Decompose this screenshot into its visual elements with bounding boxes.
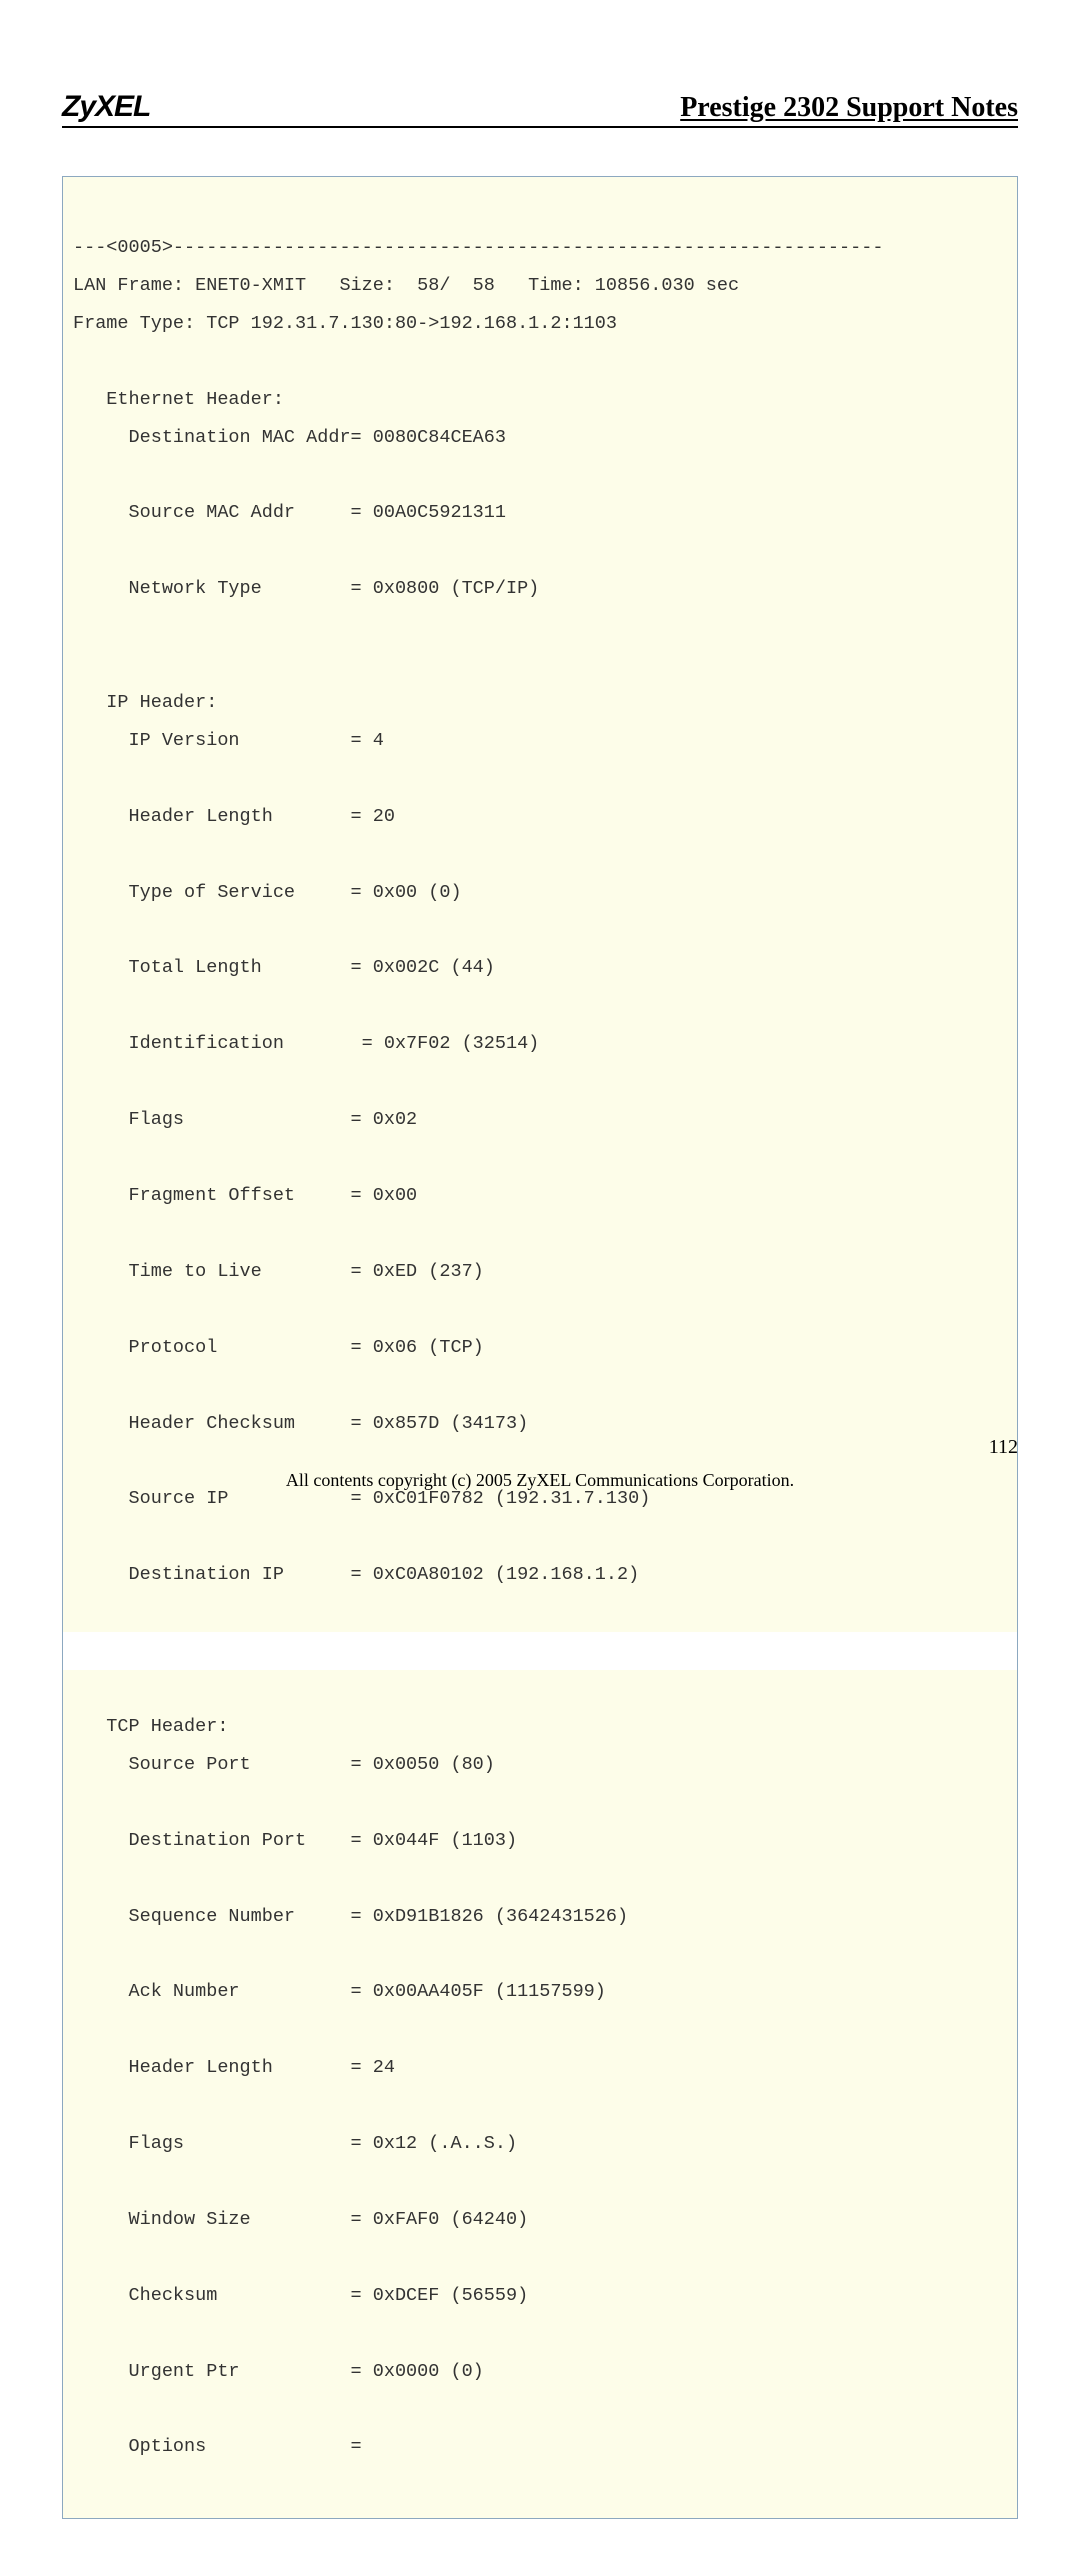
tcp-ack-number: Ack Number = 0x00AA405F (11157599) bbox=[73, 1973, 1007, 2011]
field-label: IP Version bbox=[73, 722, 351, 760]
field-value: = 4 bbox=[351, 722, 384, 760]
copyright-footer: All contents copyright (c) 2005 ZyXEL Co… bbox=[0, 1470, 1080, 1491]
ethernet-header-title: Ethernet Header: bbox=[73, 389, 284, 410]
ip-header-title: IP Header: bbox=[73, 692, 217, 713]
field-value: = 0xC0A80102 (192.168.1.2) bbox=[351, 1556, 640, 1594]
ip-tos: Type of Service = 0x00 (0) bbox=[73, 874, 1007, 912]
field-value: = 0x0800 (TCP/IP) bbox=[351, 570, 540, 608]
field-value: = 00A0C5921311 bbox=[351, 494, 506, 532]
field-value: = 0xED (237) bbox=[351, 1253, 484, 1291]
field-value: = 0x00 (0) bbox=[351, 874, 462, 912]
field-label: Type of Service bbox=[73, 874, 351, 912]
field-label: Identification bbox=[73, 1025, 351, 1063]
field-label: Options bbox=[73, 2428, 351, 2466]
field-label: Source MAC Addr bbox=[73, 494, 351, 532]
ip-frag-offset: Fragment Offset = 0x00 bbox=[73, 1177, 1007, 1215]
packet-divider: ---<0005>-------------------------------… bbox=[73, 237, 883, 258]
ip-flags: Flags = 0x02 bbox=[73, 1101, 1007, 1139]
tcp-flags: Flags = 0x12 (.A..S.) bbox=[73, 2125, 1007, 2163]
ip-header-length: Header Length = 20 bbox=[73, 798, 1007, 836]
field-value: = 0x12 (.A..S.) bbox=[351, 2125, 518, 2163]
ip-ttl: Time to Live = 0xED (237) bbox=[73, 1253, 1007, 1291]
ip-total-length: Total Length = 0x002C (44) bbox=[73, 949, 1007, 987]
field-label: Header Checksum bbox=[73, 1405, 351, 1443]
field-label: Source Port bbox=[73, 1746, 351, 1784]
packet-dump-box: ---<0005>-------------------------------… bbox=[62, 176, 1018, 2519]
field-label: Protocol bbox=[73, 1329, 351, 1367]
eth-dest-mac: Destination MAC Addr = 0080C84CEA63 bbox=[73, 419, 1007, 457]
document-title: Prestige 2302 Support Notes bbox=[680, 92, 1018, 124]
tcp-source-port: Source Port = 0x0050 (80) bbox=[73, 1746, 1007, 1784]
field-value: = 0x044F (1103) bbox=[351, 1822, 518, 1860]
field-label: Flags bbox=[73, 2125, 351, 2163]
field-label: Fragment Offset bbox=[73, 1177, 351, 1215]
frame-summary-line: LAN Frame: ENET0-XMIT Size: 58/ 58 Time:… bbox=[73, 275, 739, 296]
field-label: Sequence Number bbox=[73, 1898, 351, 1936]
field-value: = 0x02 bbox=[351, 1101, 418, 1139]
tcp-header-length: Header Length = 24 bbox=[73, 2049, 1007, 2087]
field-value: = 0xDCEF (56559) bbox=[351, 2277, 529, 2315]
field-label: Destination MAC Addr bbox=[73, 419, 351, 457]
tcp-checksum: Checksum = 0xDCEF (56559) bbox=[73, 2277, 1007, 2315]
field-value: = 0xFAF0 (64240) bbox=[351, 2201, 529, 2239]
field-label: Network Type bbox=[73, 570, 351, 608]
field-value: = 0x00AA405F (11157599) bbox=[351, 1973, 606, 2011]
field-label: Flags bbox=[73, 1101, 351, 1139]
logo-text: ZyXEL bbox=[62, 90, 150, 124]
field-value: = 0x0050 (80) bbox=[351, 1746, 495, 1784]
ip-version: IP Version = 4 bbox=[73, 722, 1007, 760]
tcp-header-title: TCP Header: bbox=[73, 1716, 228, 1737]
eth-src-mac: Source MAC Addr = 00A0C5921311 bbox=[73, 494, 1007, 532]
field-value: = 20 bbox=[351, 798, 395, 836]
field-value: = 0x00 bbox=[351, 1177, 418, 1215]
ip-identification: Identification = 0x7F02 (32514) bbox=[73, 1025, 1007, 1063]
ip-destination: Destination IP = 0xC0A80102 (192.168.1.2… bbox=[73, 1556, 1007, 1594]
field-label: Ack Number bbox=[73, 1973, 351, 2011]
page-number: 112 bbox=[989, 1436, 1018, 1459]
field-label: Destination Port bbox=[73, 1822, 351, 1860]
page-header: ZyXEL Prestige 2302 Support Notes bbox=[62, 90, 1018, 128]
frame-type-line: Frame Type: TCP 192.31.7.130:80->192.168… bbox=[73, 313, 617, 334]
field-label: Header Length bbox=[73, 798, 351, 836]
field-value: = 24 bbox=[351, 2049, 395, 2087]
field-value: = 0xD91B1826 (3642431526) bbox=[351, 1898, 629, 1936]
tcp-options: Options = bbox=[73, 2428, 1007, 2466]
field-value: = 0x06 (TCP) bbox=[351, 1329, 484, 1367]
field-value: = 0x7F02 (32514) bbox=[351, 1025, 540, 1063]
tcp-window-size: Window Size = 0xFAF0 (64240) bbox=[73, 2201, 1007, 2239]
field-value: = bbox=[351, 2428, 362, 2466]
field-value: = 0x002C (44) bbox=[351, 949, 495, 987]
field-label: Checksum bbox=[73, 2277, 351, 2315]
tcp-dest-port: Destination Port = 0x044F (1103) bbox=[73, 1822, 1007, 1860]
field-value: = 0x0000 (0) bbox=[351, 2353, 484, 2391]
eth-network-type: Network Type = 0x0800 (TCP/IP) bbox=[73, 570, 1007, 608]
field-value: = 0080C84CEA63 bbox=[351, 419, 506, 457]
field-label: Destination IP bbox=[73, 1556, 351, 1594]
field-label: Window Size bbox=[73, 2201, 351, 2239]
tcp-urgent-ptr: Urgent Ptr = 0x0000 (0) bbox=[73, 2353, 1007, 2391]
section-gap bbox=[63, 1632, 1017, 1670]
field-label: Total Length bbox=[73, 949, 351, 987]
field-label: Time to Live bbox=[73, 1253, 351, 1291]
tcp-seq-number: Sequence Number = 0xD91B1826 (3642431526… bbox=[73, 1898, 1007, 1936]
field-label: Urgent Ptr bbox=[73, 2353, 351, 2391]
ip-checksum: Header Checksum = 0x857D (34173) bbox=[73, 1405, 1007, 1443]
field-label: Header Length bbox=[73, 2049, 351, 2087]
page-container: ZyXEL Prestige 2302 Support Notes ---<00… bbox=[0, 0, 1080, 2559]
ip-protocol: Protocol = 0x06 (TCP) bbox=[73, 1329, 1007, 1367]
field-value: = 0x857D (34173) bbox=[351, 1405, 529, 1443]
